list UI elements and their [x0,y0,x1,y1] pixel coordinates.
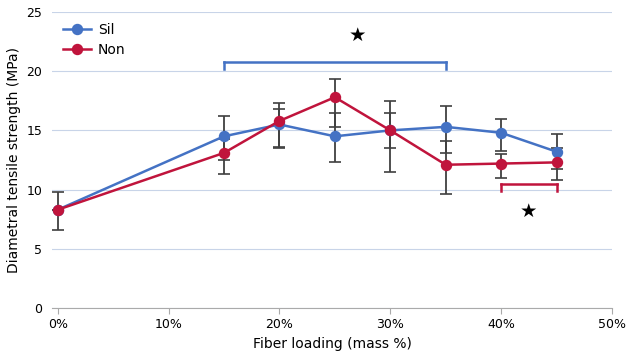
Text: ★: ★ [348,26,366,45]
Text: ★: ★ [520,202,537,221]
X-axis label: Fiber loading (mass %): Fiber loading (mass %) [253,337,411,351]
Y-axis label: Diametral tensile strength (MPa): Diametral tensile strength (MPa) [7,47,21,273]
Legend: Sil, Non: Sil, Non [59,19,130,61]
